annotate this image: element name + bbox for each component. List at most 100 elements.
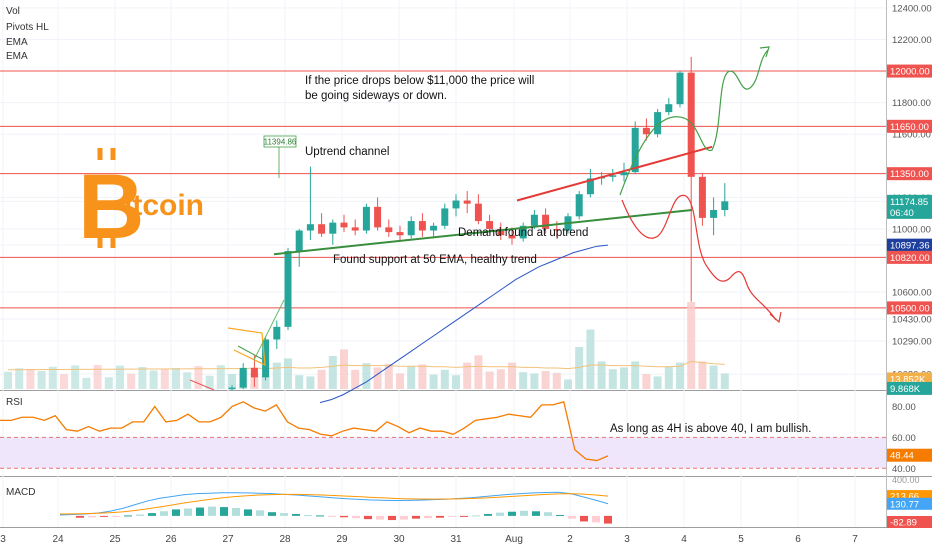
- macd-histogram-bar: [424, 515, 432, 519]
- candle-body: [486, 221, 494, 229]
- legend-vol[interactable]: Vol: [6, 6, 20, 17]
- volume-bar: [575, 347, 584, 389]
- volume-bar: [340, 349, 348, 389]
- macd-histogram-bar: [580, 515, 588, 522]
- x-tick-label: 25: [109, 534, 121, 545]
- volume-bar: [384, 363, 393, 389]
- macd-histogram-bar: [544, 512, 552, 516]
- macd-histogram-bar: [340, 515, 348, 518]
- price-tag-label: 9.868K: [890, 384, 921, 395]
- volume-bar: [508, 362, 516, 389]
- volume-bar: [116, 365, 124, 389]
- volume-bar: [216, 365, 225, 389]
- candle-body: [631, 127, 639, 173]
- price-tag: [887, 205, 932, 219]
- volume-bar: [295, 375, 304, 389]
- volume-bar: [149, 370, 158, 389]
- macd-histogram-bar: [304, 514, 312, 516]
- candle-body: [250, 367, 258, 378]
- y-tick-label: 10600.00: [892, 288, 932, 299]
- price-tag: [887, 381, 932, 395]
- annotation-channel: Uptrend channel: [305, 146, 389, 158]
- candle-body: [306, 224, 314, 231]
- volume-bar: [687, 302, 696, 389]
- candle-body: [553, 228, 561, 231]
- macd-value-label: -82.89: [890, 518, 917, 529]
- annotation-rsi: As long as 4H is above 40, I am bullish.: [610, 423, 811, 435]
- y-tick-label: 10290.00: [892, 337, 932, 348]
- macd-value-tag: [887, 497, 932, 510]
- rsi-value-label: 48.44: [890, 451, 914, 462]
- volume-bar: [71, 365, 80, 389]
- macd-histogram-bar: [592, 515, 600, 523]
- candle-body: [318, 224, 326, 234]
- price-tag: [887, 64, 932, 78]
- volume-bar: [720, 373, 729, 389]
- volume-ma-line: [7, 360, 725, 371]
- volume-bar: [37, 370, 46, 389]
- y-tick-label: 12400.00: [892, 3, 932, 14]
- candle-body: [452, 200, 460, 209]
- macd-histogram-bar: [184, 508, 192, 516]
- x-tick-label: 30: [393, 534, 405, 545]
- candle-body: [620, 172, 628, 176]
- candle-body: [284, 251, 292, 327]
- volume-bar: [284, 358, 292, 389]
- annotation-support: Found support at 50 EMA, healthy trend: [333, 254, 537, 266]
- volume-bar: [362, 363, 371, 389]
- y-tick-label: 11800.00: [892, 98, 931, 109]
- bullish-arrowhead: [759, 46, 770, 58]
- price-tag: [887, 238, 932, 252]
- macd-value-label: 213.66: [890, 492, 919, 503]
- candle-body: [542, 214, 550, 229]
- rsi-tick-label: 40.00: [892, 464, 916, 475]
- volume-bar: [160, 369, 169, 389]
- volume-bar: [228, 374, 236, 389]
- price-tag: [887, 301, 932, 315]
- legend-ema-2[interactable]: EMA: [6, 51, 28, 62]
- y-tick-label: 12200.00: [892, 35, 932, 46]
- y-tick-label: 10430.00: [892, 314, 932, 325]
- candle-body: [665, 104, 673, 113]
- macd-histogram-bar: [244, 509, 252, 516]
- macd-value-tag: [887, 516, 932, 528]
- volume-bar: [676, 362, 684, 389]
- price-tag-label: 10820.00: [890, 253, 930, 264]
- ema-50-line: [319, 244, 609, 404]
- volume-bar: [407, 366, 416, 389]
- macd-histogram-bar: [400, 515, 408, 520]
- volume-bar: [48, 366, 57, 389]
- candle-body: [239, 367, 247, 388]
- macd-histogram-bar: [88, 515, 96, 518]
- y-tick-label: 11000.00: [892, 224, 931, 235]
- macd-histogram-bar: [328, 515, 336, 517]
- macd-histogram-bar: [436, 515, 444, 518]
- high-pivot-label: 11394.86: [264, 138, 297, 147]
- volume-bar: [620, 367, 628, 389]
- x-tick-label: 3: [624, 534, 630, 545]
- volume-bar: [496, 369, 505, 389]
- bearish-arrowhead: [769, 311, 782, 324]
- macd-histogram-bar: [520, 510, 528, 516]
- candle-body: [329, 222, 337, 234]
- legend-pivots[interactable]: Pivots HL: [6, 22, 49, 33]
- candle-body: [575, 194, 583, 217]
- macd-histogram-bar: [604, 515, 612, 524]
- bullish-projection: [619, 49, 769, 196]
- legend-ema-1[interactable]: EMA: [6, 37, 28, 48]
- x-tick-label: 7: [852, 534, 858, 545]
- price-tag-label: 10500.00: [890, 303, 930, 314]
- volume-bar: [82, 377, 91, 389]
- macd-histogram-bar: [148, 513, 156, 516]
- volume-bar: [317, 369, 326, 389]
- candle-body: [721, 201, 729, 210]
- channel-top-line: [516, 145, 713, 202]
- volume-bar: [351, 369, 360, 389]
- candle-body: [654, 112, 662, 135]
- candle-body: [273, 326, 281, 340]
- candle-body: [710, 210, 718, 218]
- macd-histogram-bar: [316, 515, 324, 517]
- volume-bar: [373, 367, 382, 389]
- macd-histogram-bar: [160, 511, 168, 516]
